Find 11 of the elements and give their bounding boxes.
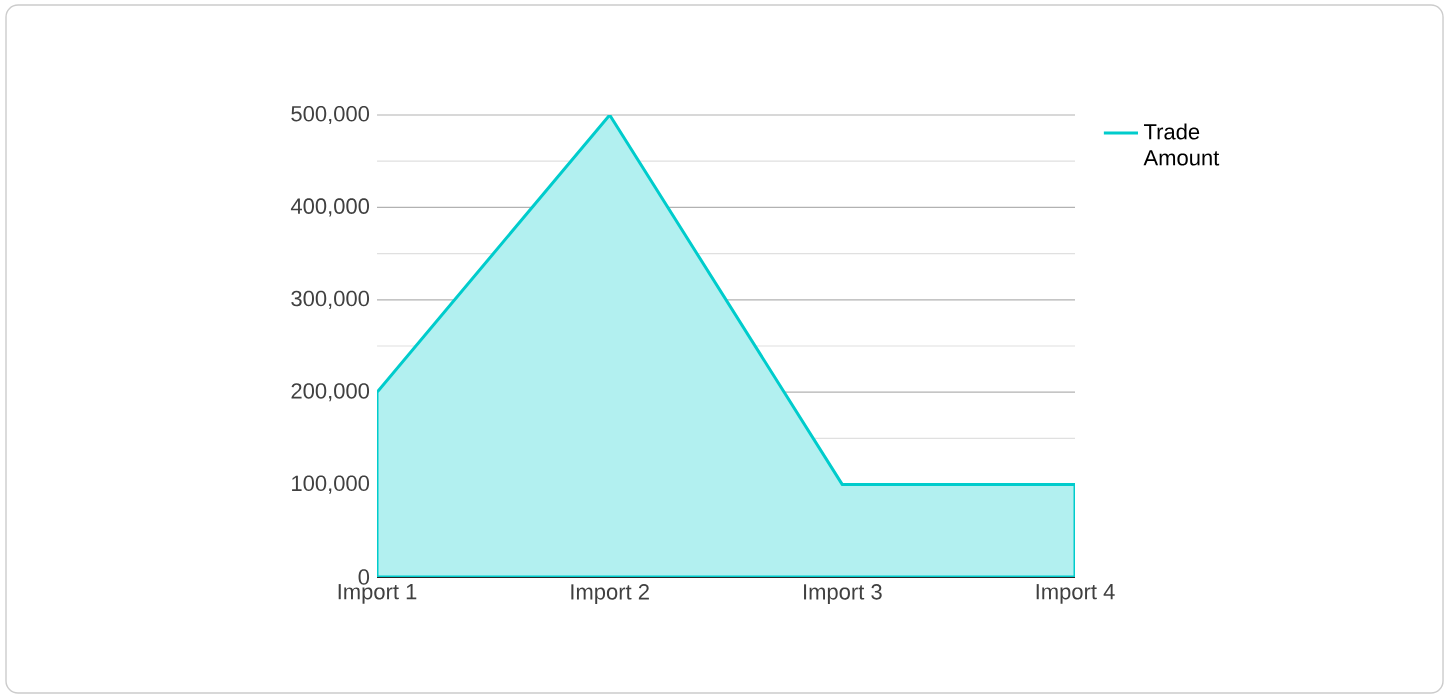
x-tick-label: Import 4 <box>1036 584 1115 604</box>
y-tick-label: 0 <box>358 569 370 585</box>
x-tick-label: Import 1 <box>338 584 417 604</box>
legend-label: Trade Amount <box>1143 123 1220 166</box>
x-tick-label: Import 2 <box>571 584 649 604</box>
y-tick-label: 400,000 <box>290 198 370 217</box>
y-tick-label: 300,000 <box>291 290 370 309</box>
y-tick-label: 500,000 <box>291 105 370 125</box>
y-tick-label: 200,000 <box>291 383 370 402</box>
x-tick-label: Import 3 <box>804 584 882 604</box>
y-tick-label: 100,000 <box>292 475 370 494</box>
